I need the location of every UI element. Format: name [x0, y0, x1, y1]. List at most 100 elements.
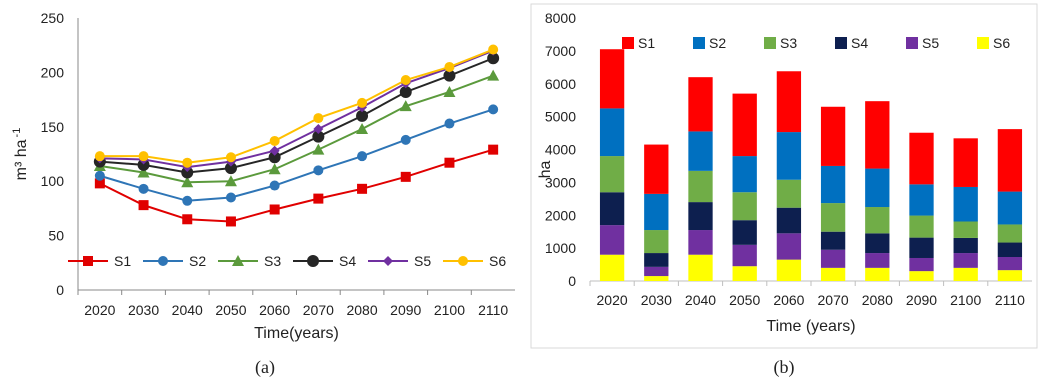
data-point [443, 69, 456, 82]
data-point [138, 151, 149, 162]
bar-segment-s4 [953, 237, 978, 254]
bar-chart-x-tick-label: 2110 [995, 292, 1025, 308]
data-point [224, 175, 237, 187]
bar-segment-s6 [732, 266, 757, 281]
bar-chart-y-tick-label: 5000 [545, 109, 576, 125]
data-point [181, 166, 194, 179]
bar-segment-s1 [953, 138, 978, 187]
line-path-s5 [99, 49, 494, 169]
bar-segment-s6 [776, 259, 802, 281]
bar-segment-s1 [865, 101, 890, 169]
line-chart-x-tick-label: 2060 [259, 302, 290, 318]
line-chart-x-tick-label: 2030 [128, 302, 159, 318]
bar-segment-s4 [865, 233, 890, 254]
data-point [182, 195, 193, 206]
data-point [94, 151, 105, 162]
bar-segment-s1 [599, 49, 625, 109]
bar-segment-s4 [776, 207, 802, 234]
legend-label-s4: S4 [339, 253, 356, 269]
bar-chart-x-tick-label: 2080 [862, 292, 893, 308]
bar-segment-s3 [820, 203, 846, 232]
line-series-s2 [94, 104, 499, 206]
bar-segment-s5 [865, 253, 890, 268]
bar-segment-s1 [820, 106, 846, 166]
bar-chart-y-tick-label: 4000 [545, 142, 576, 158]
line-series-s5 [94, 45, 499, 173]
bar-segment-s6 [997, 270, 1023, 281]
legend-label-s5: S5 [414, 253, 431, 269]
bar-segment-s6 [953, 267, 978, 281]
data-point [444, 118, 455, 129]
data-point [182, 214, 193, 225]
bar-chart-y-tick-label: 8000 [545, 10, 576, 26]
line-path-s2 [99, 108, 494, 202]
bar-segment-s1 [644, 144, 669, 194]
legend-label-s3: S3 [780, 35, 797, 51]
bar-segment-s4 [688, 202, 713, 231]
line-chart-y-tick-label: 150 [41, 119, 65, 135]
bar-segment-s3 [644, 230, 669, 254]
data-point [138, 183, 149, 194]
line-chart-x-tick-label: 2050 [215, 302, 246, 318]
bar-segment-s1 [732, 93, 757, 157]
line-chart-y-tick-label: 250 [41, 10, 65, 26]
bar-segment-s4 [820, 231, 846, 250]
line-series-s3 [93, 69, 500, 188]
data-point [487, 69, 500, 81]
line-chart-x-tick-label: 2090 [390, 302, 421, 318]
legend-label-s3: S3 [264, 253, 281, 269]
line-chart-y-tick-label: 200 [41, 64, 65, 80]
bar-chart-y-tick-label: 1000 [545, 240, 576, 256]
line-chart-x-tick-label: 2040 [172, 302, 203, 318]
line-chart-y-tick-label: 50 [48, 228, 64, 244]
line-chart-y-axis-unit: m³ ha [13, 139, 30, 180]
legend-swatch-s3 [764, 37, 776, 49]
bar-chart-legend: S1 S2 S3 S4 S5 S6 [622, 35, 1010, 51]
bar-segment-s3 [688, 170, 713, 203]
legend-label-s1: S1 [114, 253, 131, 269]
bar-segment-s2 [909, 184, 934, 216]
bar-chart-y-tick-label: 6000 [545, 76, 576, 92]
line-path-s3 [99, 74, 494, 184]
data-point [400, 134, 411, 145]
legend-swatch-s5 [906, 37, 918, 49]
data-point [137, 166, 150, 178]
bar-segment-s6 [909, 271, 934, 281]
bar-segment-s4 [732, 220, 757, 245]
bar-chart-y-tick-label: 7000 [545, 43, 576, 59]
legend-marker-s5 [383, 256, 393, 266]
data-point [269, 204, 280, 215]
line-chart-x-tick-label: 2020 [84, 302, 115, 318]
line-chart-panel: 0 50 100 150 200 250 2020 2030 2040 2050 2060 2070… [11, 10, 515, 378]
bar-segment-s2 [997, 191, 1023, 225]
bar-chart-bars [599, 49, 1023, 281]
bar-chart-border [530, 3, 1038, 349]
data-point [400, 171, 411, 182]
data-point [312, 130, 325, 143]
data-point [313, 113, 324, 124]
bar-segment-s5 [644, 266, 669, 277]
legend-swatch-s6 [977, 37, 989, 49]
data-point [399, 100, 412, 112]
bar-segment-s6 [599, 254, 625, 281]
bar-segment-s1 [688, 77, 713, 132]
bar-segment-s5 [820, 249, 846, 268]
data-point [488, 104, 499, 115]
data-point [224, 162, 237, 175]
bar-segment-s3 [997, 224, 1023, 243]
data-point [94, 170, 105, 181]
data-point [269, 135, 280, 146]
bar-segment-s4 [599, 192, 625, 226]
line-chart-y-ticks: 0 50 100 150 200 250 [41, 10, 65, 298]
bar-segment-s3 [732, 192, 757, 221]
data-point [399, 85, 412, 98]
data-point [269, 180, 280, 191]
panel-label-b: (b) [774, 357, 795, 378]
data-point [444, 157, 455, 168]
data-point [268, 163, 281, 175]
data-point [443, 85, 456, 97]
bar-segment-s2 [599, 108, 625, 157]
bar-segment-s2 [732, 156, 757, 193]
bar-segment-s2 [953, 186, 978, 222]
legend-marker-s4 [307, 255, 319, 267]
